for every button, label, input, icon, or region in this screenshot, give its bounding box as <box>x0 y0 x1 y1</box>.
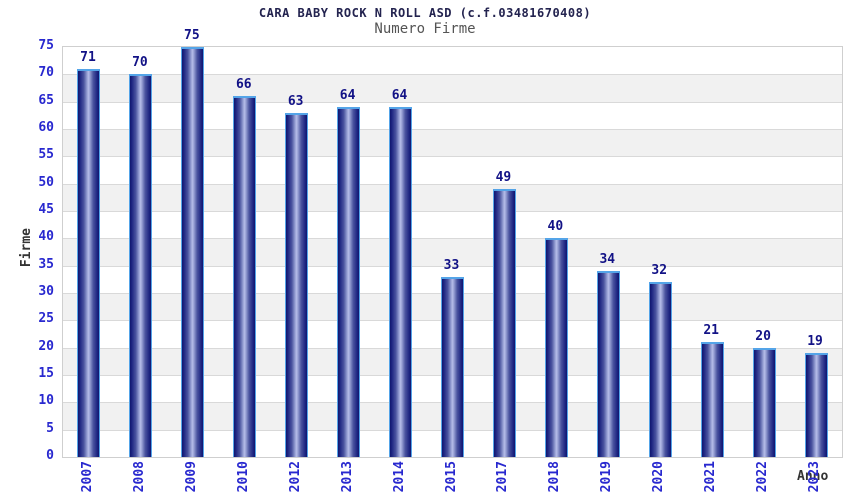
y-tick-label: 70 <box>38 65 54 81</box>
y-tick-label: 25 <box>38 311 54 327</box>
bar-2021 <box>700 342 724 457</box>
y-tick-label: 75 <box>38 38 54 53</box>
x-tick-label: 2018 <box>547 461 563 493</box>
plot-band <box>63 156 842 184</box>
bar-value-label: 19 <box>807 334 823 350</box>
x-tick-label: 2007 <box>79 461 95 493</box>
bar-2008 <box>129 74 153 457</box>
bar-2012 <box>285 112 309 457</box>
bar-value-label: 75 <box>184 28 200 43</box>
plot-area <box>62 46 843 458</box>
bar-2023 <box>804 353 828 457</box>
y-tick-label: 35 <box>38 256 54 272</box>
bar-value-label: 64 <box>339 88 356 104</box>
plot-band <box>63 47 842 75</box>
bar-2014 <box>389 107 413 457</box>
y-tick-label: 50 <box>38 174 54 190</box>
bar-2019 <box>596 271 620 457</box>
plot-band <box>63 183 842 211</box>
gridline <box>63 101 842 103</box>
y-tick-label: 30 <box>38 284 54 299</box>
bar-value-label: 70 <box>132 55 148 71</box>
bar-2020 <box>648 282 672 457</box>
chart-title: CARA BABY ROCK N ROLL ASD (c.f.034816704… <box>258 6 592 20</box>
x-tick-label: 2023 <box>807 461 823 493</box>
y-tick-label: 20 <box>38 338 54 354</box>
bar-2018 <box>544 238 568 457</box>
y-tick-label: 65 <box>38 92 54 108</box>
bar-value-label: 63 <box>287 93 304 109</box>
x-tick-label: 2022 <box>755 461 771 493</box>
x-axis-title: Anno <box>797 469 829 484</box>
plot-band <box>63 129 842 157</box>
x-tick-label: 2009 <box>183 461 199 493</box>
x-tick-label: 2021 <box>703 461 719 493</box>
bar-2009 <box>181 47 205 457</box>
x-tick-label: 2020 <box>651 461 667 493</box>
y-tick-label: 15 <box>38 366 54 381</box>
gridline <box>63 129 842 130</box>
bar-2013 <box>337 107 361 457</box>
gridline <box>63 156 842 158</box>
bar-value-label: 49 <box>495 170 512 186</box>
x-tick-label: 2019 <box>599 461 615 493</box>
y-tick-label: 40 <box>38 229 54 245</box>
bar-value-label: 64 <box>391 88 408 104</box>
gridline <box>63 265 842 267</box>
y-tick-label: 10 <box>38 393 54 409</box>
gridline <box>63 211 842 212</box>
y-tick-label: 55 <box>38 147 54 163</box>
plot-band <box>63 74 842 102</box>
bar-value-label: 34 <box>599 252 616 268</box>
chart-subtitle: Numero Firme <box>374 21 476 37</box>
bar-2010 <box>233 96 257 457</box>
x-tick-label: 2017 <box>495 461 511 493</box>
gridline <box>63 238 842 240</box>
bar-value-label: 66 <box>235 77 252 93</box>
bar-2017 <box>492 189 516 457</box>
plot-band <box>63 211 842 239</box>
y-tick-label: 5 <box>46 420 54 436</box>
bar-2007 <box>77 68 101 457</box>
bar-value-label: 20 <box>755 328 771 344</box>
x-tick-label: 2008 <box>131 461 147 493</box>
bar-2022 <box>752 347 776 457</box>
x-tick-label: 2010 <box>235 461 251 493</box>
y-tick-label: 60 <box>38 120 54 135</box>
plot-band <box>63 101 842 129</box>
bar-value-label: 40 <box>547 219 564 235</box>
gridline <box>63 74 842 76</box>
bar-value-label: 33 <box>443 257 460 273</box>
bar-2015 <box>441 276 464 457</box>
x-tick-label: 2014 <box>391 461 407 493</box>
x-tick-label: 2015 <box>443 461 459 493</box>
bar-value-label: 21 <box>703 323 719 339</box>
bar-value-label: 32 <box>651 263 668 279</box>
bar-value-label: 71 <box>80 49 96 65</box>
x-tick-label: 2013 <box>339 461 355 493</box>
x-tick-label: 2012 <box>287 461 303 493</box>
gridline <box>63 183 842 185</box>
y-tick-label: 45 <box>38 202 54 217</box>
y-tick-label: 0 <box>46 448 54 463</box>
